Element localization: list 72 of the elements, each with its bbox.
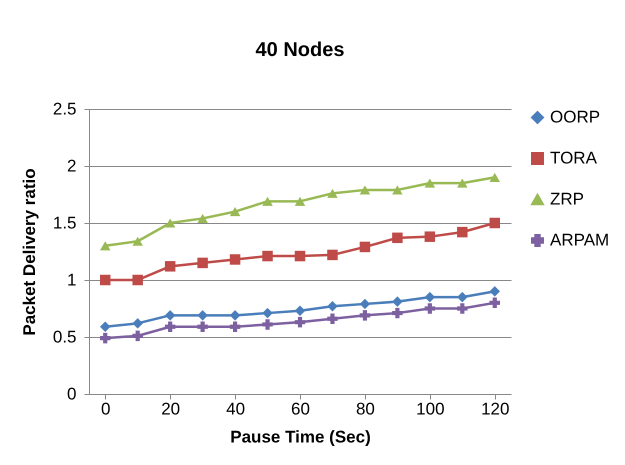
point xyxy=(230,254,240,265)
point xyxy=(490,298,500,308)
point xyxy=(327,300,338,312)
point xyxy=(424,303,436,314)
point xyxy=(327,250,338,260)
point xyxy=(457,303,468,314)
point xyxy=(294,196,306,206)
x-tick-label: 80 xyxy=(356,400,375,418)
point xyxy=(424,292,436,302)
point xyxy=(490,286,500,297)
point xyxy=(327,314,338,324)
point xyxy=(457,178,468,188)
point xyxy=(360,310,370,321)
point xyxy=(100,332,110,344)
y-tick-label: 1.5 xyxy=(52,214,76,232)
point xyxy=(164,310,176,321)
point xyxy=(262,250,273,262)
y-tick-label: 2.5 xyxy=(52,100,76,118)
point xyxy=(164,261,176,272)
point xyxy=(424,231,436,242)
x-tick-label: 20 xyxy=(161,400,180,418)
point xyxy=(294,250,306,262)
point xyxy=(360,298,370,310)
point xyxy=(197,214,208,223)
point xyxy=(164,218,176,228)
y-tick-label: 2 xyxy=(67,156,76,176)
point xyxy=(100,274,110,286)
x-axis-title: Pause Time (Sec) xyxy=(230,428,371,446)
y-tick-label: 0.5 xyxy=(52,328,76,346)
x-tick-label: 100 xyxy=(416,400,445,418)
legend-label: OORP xyxy=(550,108,600,126)
point xyxy=(197,310,208,321)
point xyxy=(197,258,208,268)
point xyxy=(197,321,208,332)
x-tick-label: 0 xyxy=(100,400,110,418)
point xyxy=(132,274,143,286)
point xyxy=(132,318,143,329)
point xyxy=(457,292,468,302)
point xyxy=(424,178,436,188)
legend-label: ZRP xyxy=(550,190,584,208)
y-tick-label: 0 xyxy=(67,384,76,404)
point xyxy=(230,321,240,332)
point xyxy=(327,188,338,198)
point xyxy=(100,241,110,250)
point xyxy=(230,310,240,321)
point xyxy=(360,185,370,194)
point xyxy=(262,196,273,206)
legend-label: ARPAM xyxy=(550,230,610,250)
point xyxy=(490,218,500,228)
y-tick-label: 1 xyxy=(67,270,76,290)
point xyxy=(392,232,403,244)
point xyxy=(490,172,500,182)
point xyxy=(132,330,143,342)
point xyxy=(392,308,403,318)
point xyxy=(392,185,403,194)
chart-title: 40 Nodes xyxy=(256,39,344,61)
point xyxy=(262,308,273,318)
point xyxy=(262,319,273,330)
legend-label: TORA xyxy=(550,148,598,168)
x-tick-label: 60 xyxy=(291,400,310,418)
point xyxy=(392,296,403,307)
point xyxy=(100,321,110,332)
point xyxy=(360,242,370,252)
x-tick-label: 120 xyxy=(481,400,510,418)
point xyxy=(230,207,240,216)
x-tick-label: 40 xyxy=(226,400,246,418)
point xyxy=(457,226,468,238)
point xyxy=(164,321,176,332)
point xyxy=(294,316,306,328)
point xyxy=(132,236,143,246)
y-axis-title: Packet Delivery ratio xyxy=(20,168,39,336)
point xyxy=(294,306,306,316)
